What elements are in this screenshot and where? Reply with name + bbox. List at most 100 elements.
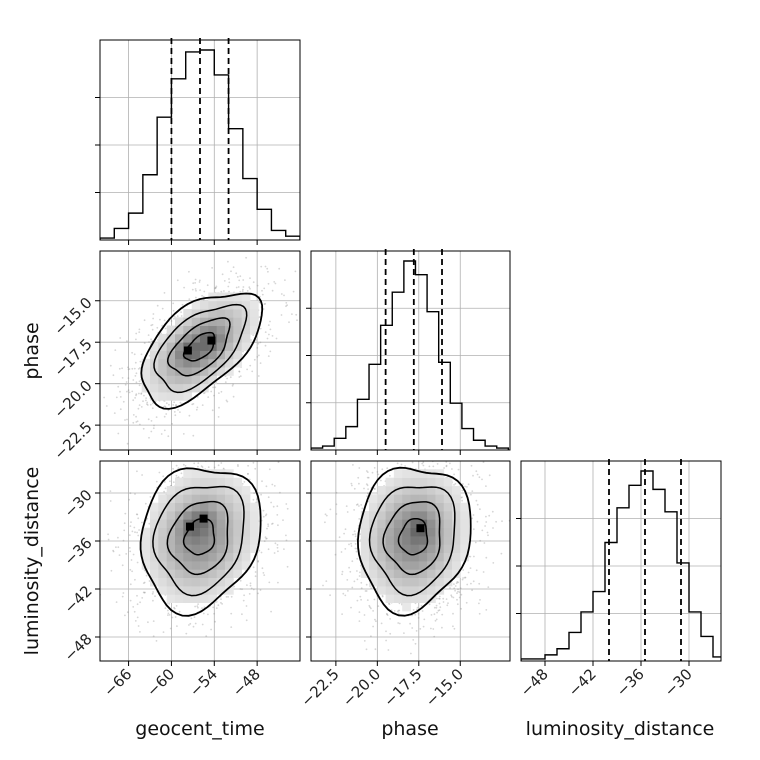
sample-point — [478, 582, 481, 585]
density-cell — [250, 309, 259, 318]
density-cell — [233, 333, 242, 343]
sample-point — [131, 570, 134, 573]
sample-point — [126, 442, 129, 445]
density-cell — [191, 469, 201, 478]
joint-content — [103, 256, 298, 445]
density-cell — [175, 511, 184, 520]
density-cell — [158, 367, 167, 376]
sample-point — [140, 393, 143, 395]
sample-point — [454, 585, 457, 587]
sample-point — [114, 349, 117, 351]
sample-point — [201, 623, 204, 626]
sample-point — [359, 571, 361, 574]
sample-point — [127, 389, 130, 391]
sample-point — [148, 522, 151, 525]
density-cell — [183, 317, 192, 326]
sample-point — [203, 606, 206, 609]
sample-point — [358, 482, 360, 485]
sample-point — [196, 605, 199, 607]
density-cell — [250, 519, 259, 528]
sample-point — [258, 354, 260, 357]
density-cell — [175, 486, 184, 495]
density-cell — [233, 325, 242, 335]
sample-point — [372, 453, 374, 455]
sample-point — [267, 496, 270, 499]
density-cell — [158, 342, 167, 351]
sample-point — [207, 396, 210, 398]
sample-point — [354, 533, 357, 535]
sample-point — [160, 332, 163, 335]
sample-point — [427, 453, 429, 455]
sample-point — [479, 508, 481, 511]
sample-point — [248, 286, 251, 289]
density-cell — [158, 527, 167, 537]
sample-point — [447, 602, 449, 605]
sample-point — [172, 302, 175, 305]
sample-point — [268, 581, 271, 584]
density-cell — [216, 586, 226, 595]
density-cell — [175, 333, 184, 343]
density-cell — [166, 519, 176, 528]
sample-point — [174, 616, 177, 618]
marginal-panel-geocent-time — [95, 38, 301, 245]
sample-point — [136, 513, 139, 516]
sample-point — [295, 313, 298, 316]
density-cell — [183, 333, 192, 343]
sample-point — [221, 273, 224, 276]
sample-point — [433, 606, 436, 609]
sample-point — [136, 561, 139, 564]
sample-point — [135, 381, 138, 384]
density-cell — [208, 502, 217, 512]
sample-point — [270, 610, 272, 613]
sample-point — [252, 566, 255, 569]
density-cell — [191, 586, 201, 595]
density-cell — [208, 486, 217, 495]
sample-point — [232, 266, 235, 269]
density-cell — [183, 594, 192, 603]
sample-point — [211, 409, 214, 412]
sample-point — [210, 390, 213, 393]
sample-point — [195, 454, 197, 456]
density-cell — [166, 325, 176, 335]
density-cell — [183, 561, 192, 570]
sample-point — [280, 293, 283, 295]
sample-point — [270, 501, 272, 504]
sample-point — [137, 534, 140, 537]
sample-point — [303, 534, 305, 536]
sample-point — [256, 498, 258, 501]
sample-point — [180, 472, 183, 475]
density-cell — [233, 477, 242, 487]
density-cell — [191, 544, 201, 553]
density-cell — [225, 486, 234, 495]
sample-point — [254, 575, 257, 578]
sample-point — [277, 524, 279, 527]
sample-point — [223, 280, 226, 282]
sample-point — [164, 327, 167, 330]
sample-point — [397, 622, 400, 624]
sample-point — [135, 394, 137, 397]
sample-point — [195, 296, 197, 299]
sample-point — [366, 476, 369, 479]
density-cell — [208, 309, 217, 318]
density-cell — [183, 309, 192, 318]
sample-point — [137, 625, 140, 627]
sample-point — [252, 334, 255, 336]
sample-point — [248, 478, 251, 481]
sample-point — [422, 464, 425, 467]
sample-point — [90, 552, 92, 554]
sample-point — [123, 522, 126, 525]
sample-point — [232, 395, 235, 398]
sample-point — [433, 635, 436, 638]
sample-point — [263, 574, 266, 576]
density-cell — [166, 544, 176, 553]
sample-point — [352, 533, 354, 536]
density-cell — [141, 544, 151, 553]
sample-point — [142, 427, 145, 430]
sample-point — [214, 386, 217, 389]
density-cell — [225, 494, 234, 503]
sample-point — [135, 421, 138, 423]
sample-point — [134, 531, 136, 534]
sample-point — [255, 339, 257, 341]
sample-point — [303, 462, 305, 464]
sample-point — [430, 614, 433, 616]
